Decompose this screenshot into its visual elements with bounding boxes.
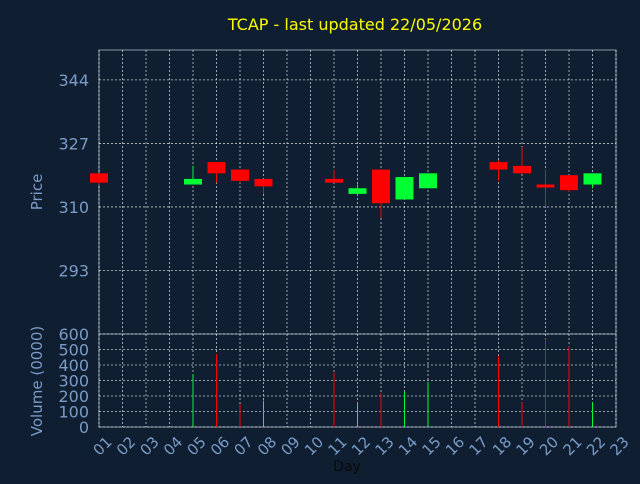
price-tick-label: 327 (58, 134, 89, 153)
candle-body (583, 173, 602, 185)
candle-body (489, 162, 508, 170)
candle-body (395, 177, 414, 200)
price-tick-label: 293 (58, 261, 89, 280)
x-axis: 0102030405060708091011121314151617181920… (90, 433, 633, 459)
chart-title: TCAP - last updated 22/05/2026 (227, 15, 482, 34)
volume-tick-label: 400 (58, 356, 89, 375)
volume-tick-label: 600 (58, 325, 89, 344)
volume-tick-label: 0 (79, 418, 89, 437)
candles (90, 147, 602, 219)
price-tick-label: 310 (58, 198, 89, 217)
price-tick-label: 344 (58, 71, 89, 90)
x-axis-label: Day (333, 459, 361, 475)
candle-body (325, 178, 343, 183)
candle-body (184, 178, 202, 185)
volume-bars (192, 338, 593, 427)
price-axis: 344 327 310 293 (58, 71, 89, 281)
volume-tick-label: 500 (58, 341, 89, 360)
candle-body (372, 169, 390, 204)
candle-body (90, 173, 108, 183)
candle-body (207, 162, 226, 174)
price-axis-label: Price (28, 174, 46, 211)
volume-tick-label: 100 (58, 403, 89, 422)
volume-tick-label: 300 (58, 372, 89, 391)
volume-tick-label: 200 (58, 387, 89, 406)
candle-body (231, 169, 249, 181)
candle-body (348, 188, 367, 194)
candle-body (419, 173, 437, 189)
candle-body (536, 184, 555, 188)
candle-body (513, 165, 531, 174)
candle-body (560, 175, 578, 191)
volume-axis-label: Volume (0000) (28, 326, 46, 436)
candle-body (254, 178, 273, 187)
